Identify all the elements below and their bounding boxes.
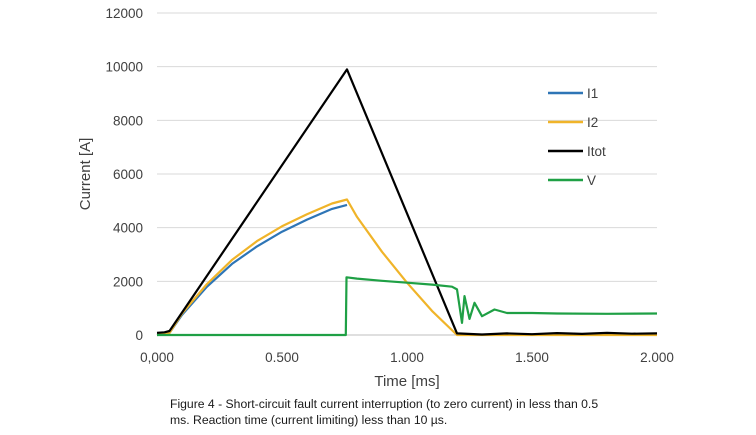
legend-label-i2: I2 (587, 115, 598, 130)
x-tick-label: 0,000 (140, 350, 174, 365)
x-tick-label: 2.000 (640, 350, 674, 365)
caption-line-1: Figure 4 - Short-circuit fault current i… (170, 397, 599, 411)
legend-label-v: V (587, 173, 596, 188)
x-tick-label: 0.500 (265, 350, 299, 365)
figure-caption: Figure 4 - Short-circuit fault current i… (170, 396, 690, 428)
legend-label-i1: I1 (587, 86, 598, 101)
y-tick-label: 0 (135, 328, 143, 343)
series-line-itot (156, 68, 658, 336)
y-tick-label: 8000 (113, 113, 143, 128)
series-line-i2 (156, 198, 657, 337)
data-series (156, 68, 658, 337)
series-line-i1 (156, 203, 348, 337)
caption-line-2: ms. Reaction time (current limiting) les… (170, 413, 448, 427)
y-tick-label: 12000 (105, 6, 143, 21)
x-tick-label: 1.000 (390, 350, 424, 365)
y-tick-label: 10000 (105, 60, 143, 75)
y-tick-label: 6000 (113, 167, 143, 182)
x-axis-title: Time [ms] (374, 373, 439, 390)
line-chart: 0 2000 4000 6000 8000 10000 12000 0,000 0.500 1.… (77, 6, 674, 390)
y-axis-title: Current [A] (77, 138, 94, 211)
legend: I1 I2 Itot V (548, 86, 606, 188)
y-tick-label: 4000 (113, 221, 143, 236)
y-tick-labels: 0 2000 4000 6000 8000 10000 12000 (105, 6, 143, 343)
x-tick-label: 1.500 (515, 350, 549, 365)
legend-label-itot: Itot (587, 144, 606, 159)
series-line-v (157, 276, 658, 337)
grid-lines (157, 12, 657, 336)
y-tick-label: 2000 (113, 274, 143, 289)
x-tick-labels: 0,000 0.500 1.000 1.500 2.000 (140, 350, 674, 365)
